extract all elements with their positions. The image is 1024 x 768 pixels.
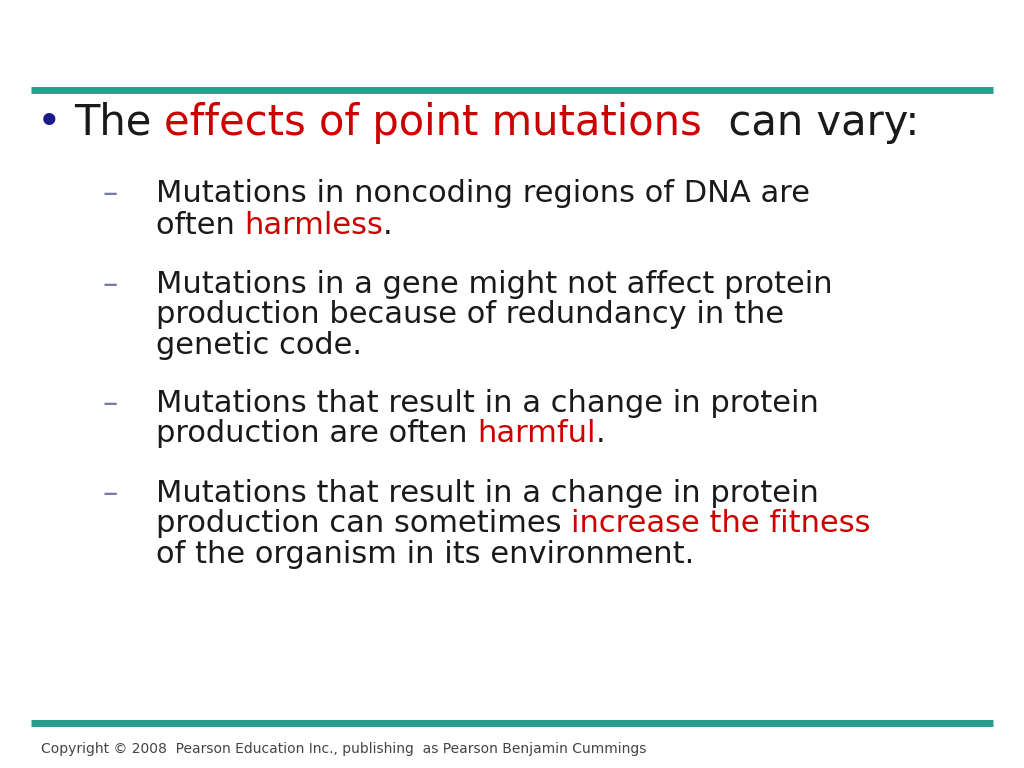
Text: Mutations that result in a change in protein: Mutations that result in a change in pro… — [156, 478, 818, 508]
Text: effects of point mutations: effects of point mutations — [165, 102, 702, 144]
Text: .: . — [383, 211, 393, 240]
Text: production can sometimes: production can sometimes — [156, 509, 571, 538]
Text: Mutations in a gene might not affect protein: Mutations in a gene might not affect pro… — [156, 270, 833, 299]
Text: harmless: harmless — [245, 211, 383, 240]
Text: Copyright © 2008  Pearson Education Inc., publishing  as Pearson Benjamin Cummin: Copyright © 2008 Pearson Education Inc.,… — [41, 742, 646, 756]
Text: often: often — [156, 211, 245, 240]
Text: .: . — [595, 419, 605, 449]
Text: Mutations that result in a change in protein: Mutations that result in a change in pro… — [156, 389, 818, 418]
Text: –: – — [102, 389, 118, 418]
Text: harmful: harmful — [477, 419, 595, 449]
Text: production are often: production are often — [156, 419, 477, 449]
Text: can vary:: can vary: — [702, 102, 920, 144]
Text: increase the fitness: increase the fitness — [571, 509, 870, 538]
Text: –: – — [102, 270, 118, 299]
Text: genetic code.: genetic code. — [156, 331, 361, 360]
Text: The: The — [74, 102, 165, 144]
Text: –: – — [102, 179, 118, 208]
Text: •: • — [37, 102, 61, 144]
Text: production because of redundancy in the: production because of redundancy in the — [156, 300, 783, 329]
Text: –: – — [102, 478, 118, 508]
Text: of the organism in its environment.: of the organism in its environment. — [156, 540, 694, 569]
Text: Mutations in noncoding regions of DNA are: Mutations in noncoding regions of DNA ar… — [156, 179, 810, 208]
